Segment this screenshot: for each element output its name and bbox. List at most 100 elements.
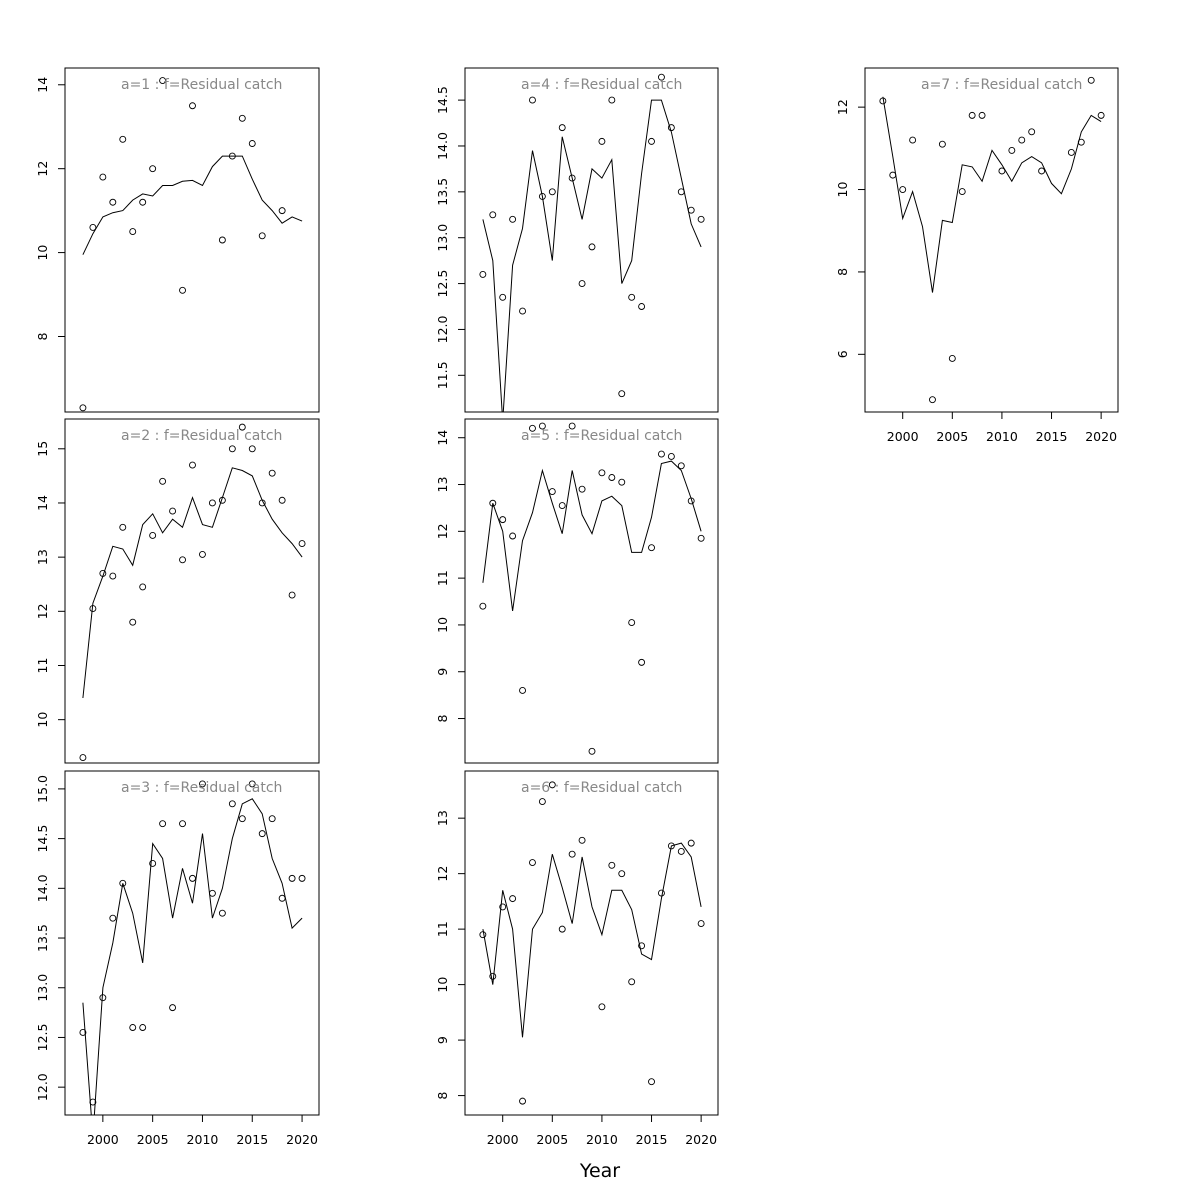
fitted-line [82,798,303,1115]
data-point [1087,76,1095,84]
data-point [199,550,206,558]
data-point [228,152,236,160]
panel-frame [64,770,320,1116]
data-point [968,111,976,119]
data-point [608,861,616,869]
data-point [568,174,576,182]
data-point [248,140,256,147]
panel-frame [64,418,320,764]
y-tick-label: 12 [835,99,850,115]
fitted-line [882,96,1102,293]
panel-frame [464,418,719,764]
panel-frame [464,67,719,413]
data-point [228,445,236,453]
panel-title: a=7 : f=Residual catch [921,77,1082,93]
data-point [99,173,107,181]
panel-7: 6 8 10 12 2000 2005 2010 2015 2020 a=7 : f=Residu… [835,67,1119,444]
data-point [598,469,606,477]
data-point [578,280,586,288]
data-point [529,424,536,432]
data-point [129,1024,137,1031]
x-axis-label: Year [579,1160,621,1182]
y-tick-label: 15 [35,441,50,457]
data-point [628,293,636,301]
data-point [218,909,226,917]
data-point [677,848,685,855]
y-tick-label: 6 [835,350,850,358]
data-point [608,96,616,104]
x-tick-label: 2000 [887,429,919,444]
x-tick-label: 2005 [936,429,968,444]
data-point [687,206,695,214]
panel-data [79,780,306,1115]
data-point [489,972,497,980]
data-point [667,452,675,460]
x-tick-label: 2000 [487,1132,519,1147]
data-point [628,978,636,986]
y-tick-label: 14.5 [435,86,450,114]
data-point [119,135,127,143]
data-point [618,478,626,486]
data-point [89,605,97,613]
y-tick-label: 11 [435,570,450,586]
data-point [479,602,487,610]
data-point [479,270,487,278]
data-point [179,286,186,294]
data-point [677,462,685,470]
fitted-line [82,155,303,255]
y-tick-label: 13.5 [435,178,450,206]
y-tick-label: 13 [435,477,450,493]
data-point [618,870,626,878]
data-point [638,303,646,310]
panel-data [479,422,705,755]
data-point [558,502,566,510]
data-point [228,800,236,808]
data-point [179,556,186,564]
x-tick-label: 2015 [236,1132,268,1147]
data-point [958,188,966,196]
data-point [179,820,186,828]
y-tick-label: 14 [435,430,450,446]
data-point [697,920,705,928]
data-point [99,994,107,1002]
x-tick-label: 2005 [536,1132,568,1147]
data-point [278,207,286,215]
panel-frame [864,67,1119,413]
data-point [548,488,556,495]
data-point [509,215,517,223]
data-point [938,140,946,148]
data-point [189,461,196,469]
data-point [159,820,167,828]
y-tick-label: 8 [435,1092,450,1100]
data-point [687,497,695,505]
data-point [298,540,306,548]
data-point [208,499,216,507]
y-tick-label: 14.5 [35,825,50,853]
data-point [519,307,526,315]
data-point [169,507,177,515]
data-point [199,780,206,788]
data-point [189,102,196,110]
data-point [608,474,616,481]
x-tick-label: 2010 [986,429,1018,444]
y-tick-label: 11 [435,921,450,937]
data-point [978,111,986,119]
data-point [499,903,507,911]
panel-1: 8 10 12 14 a=1 : f=Residual catch [35,67,320,413]
data-point [218,496,226,504]
data-point [139,1024,147,1031]
x-tick-label: 2010 [586,1132,618,1147]
data-point [288,874,296,882]
data-point [248,445,256,453]
data-point [1077,138,1085,146]
data-point [298,874,306,882]
panel-6: 8 9 10 11 12 13 2000 2005 2010 2015 2020 a=6 : f=Re… [435,770,719,1147]
data-point [568,422,576,430]
data-point [578,485,586,493]
data-point [1097,111,1105,119]
data-point [687,839,695,847]
data-point [628,619,636,627]
x-tick-label: 2010 [187,1132,219,1147]
data-point [568,850,576,858]
data-point [1067,149,1075,156]
